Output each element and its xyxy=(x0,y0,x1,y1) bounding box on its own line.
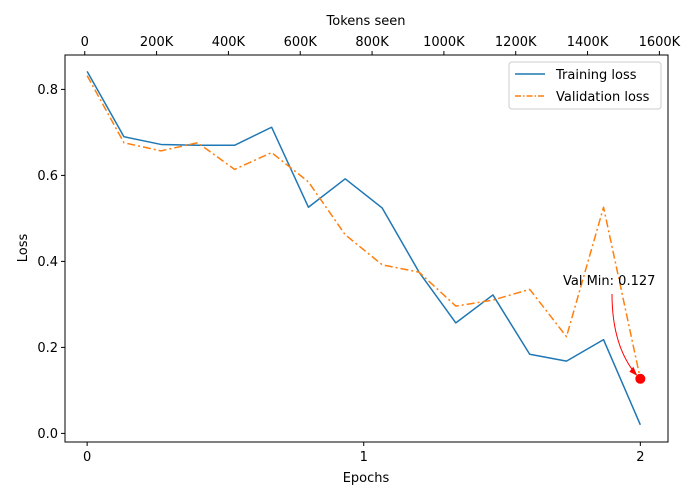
x-tick-label: 1 xyxy=(360,450,368,465)
annotation-arrow xyxy=(611,293,637,376)
plot-layer xyxy=(86,70,646,426)
top-tick-label: 400K xyxy=(212,35,246,50)
top-tick-label: 1000K xyxy=(423,35,465,50)
top-tick-label: 0 xyxy=(81,35,89,50)
top-tick-label: 800K xyxy=(355,35,389,50)
legend-label-validation: Validation loss xyxy=(556,90,650,105)
legend-box xyxy=(508,61,662,110)
x-tick-label: 0 xyxy=(83,450,91,465)
y-axis-label: Loss xyxy=(16,234,31,263)
y-tick-label: 0.2 xyxy=(37,341,58,356)
min-validation-marker xyxy=(635,373,646,384)
validation-loss-line xyxy=(86,75,642,379)
y-tick-label: 0.0 xyxy=(37,427,58,442)
top-axis-label: Tokens seen xyxy=(326,14,406,29)
legend-label-training: Training loss xyxy=(555,68,637,83)
x-tick-label: 2 xyxy=(636,450,644,465)
top-tick-label: 600K xyxy=(284,35,318,50)
x-axis-label: Epochs xyxy=(343,471,390,486)
y-tick-label: 0.8 xyxy=(37,83,58,98)
y-tick-label: 0.6 xyxy=(37,169,58,184)
annotation-label: Val Min: 0.127 xyxy=(563,274,655,289)
annotation-arrowhead xyxy=(629,366,638,376)
top-tick-label: 1200K xyxy=(495,35,537,50)
legend: Training loss Validation loss xyxy=(508,61,662,110)
axes-frame xyxy=(64,54,669,443)
ticks-layer: 0 1 2 0.0 0.2 0.4 0.6 0.8 0 200K 400K 600K 800K 1000K… xyxy=(37,35,680,465)
training-loss-line xyxy=(86,70,642,426)
top-tick-label: 200K xyxy=(140,35,174,50)
top-tick-label: 1400K xyxy=(567,35,609,50)
top-tick-label: 1600K xyxy=(639,35,681,50)
y-tick-label: 0.4 xyxy=(37,255,58,270)
